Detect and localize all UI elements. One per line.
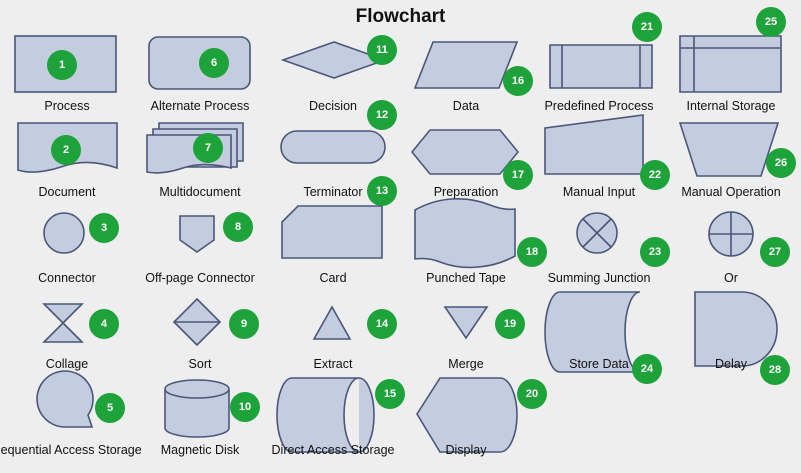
badge-8: 8 <box>223 212 253 242</box>
label-summing-junction: Summing Junction <box>547 271 651 285</box>
label-preparation: Preparation <box>433 185 499 199</box>
terminator-shape <box>280 130 386 164</box>
label-terminator: Terminator <box>303 185 363 199</box>
card-shape <box>281 205 383 259</box>
label-connector: Connector <box>38 271 96 285</box>
badge-4: 4 <box>89 309 119 339</box>
label-predefined-process: Predefined Process <box>544 99 654 113</box>
label-internal-storage: Internal Storage <box>686 99 776 113</box>
label-data: Data <box>452 99 480 113</box>
label-sequential-access-storage: Sequential Access Storage <box>0 443 142 457</box>
label-or: Or <box>724 271 738 285</box>
magnetic-disk-shape <box>164 379 230 438</box>
data-shape <box>413 41 519 89</box>
label-card: Card <box>319 271 347 285</box>
label-off-page-connector: Off-page Connector <box>145 271 255 285</box>
badge-28: 28 <box>760 355 790 385</box>
badge-15: 15 <box>375 379 405 409</box>
label-multidocument: Multidocument <box>159 185 241 199</box>
label-manual-operation: Manual Operation <box>681 185 781 199</box>
collage-shape <box>42 303 84 343</box>
badge-7: 7 <box>193 133 223 163</box>
delay-shape <box>694 291 778 367</box>
label-sort: Sort <box>188 357 212 371</box>
internal-storage-shape <box>679 35 782 93</box>
extract-shape <box>312 305 352 340</box>
badge-18: 18 <box>517 237 547 267</box>
badge-16: 16 <box>503 66 533 96</box>
manual-operation-shape <box>678 122 780 177</box>
badge-11: 11 <box>367 35 397 65</box>
label-delay: Delay <box>715 357 747 371</box>
punched-tape-shape <box>414 197 516 269</box>
badge-12: 12 <box>367 100 397 130</box>
badge-9: 9 <box>229 309 259 339</box>
badge-27: 27 <box>760 237 790 267</box>
badge-1: 1 <box>47 50 77 80</box>
badge-20: 20 <box>517 379 547 409</box>
label-collage: Collage <box>45 357 89 371</box>
off-page-connector-shape <box>179 215 215 253</box>
badge-22: 22 <box>640 160 670 190</box>
badge-14: 14 <box>367 309 397 339</box>
predefined-process-shape <box>549 44 653 89</box>
sequential-access-storage-shape <box>36 370 94 428</box>
badge-25: 25 <box>756 7 786 37</box>
diagram-title: Flowchart <box>355 6 446 27</box>
badge-2: 2 <box>51 135 81 165</box>
badge-26: 26 <box>766 148 796 178</box>
connector-shape <box>43 212 85 254</box>
badge-19: 19 <box>495 309 525 339</box>
badge-24: 24 <box>632 354 662 384</box>
manual-input-shape <box>544 114 644 175</box>
label-store-data: Store Data <box>569 357 629 371</box>
label-alternate-process: Alternate Process <box>150 99 250 113</box>
merge-shape <box>443 306 489 340</box>
label-decision: Decision <box>309 99 357 113</box>
label-punched-tape: Punched Tape <box>426 271 506 285</box>
label-merge: Merge <box>448 357 484 371</box>
summing-junction-shape <box>576 212 618 254</box>
label-document: Document <box>38 185 96 199</box>
label-extract: Extract <box>313 357 353 371</box>
badge-6: 6 <box>199 48 229 78</box>
badge-23: 23 <box>640 237 670 267</box>
label-process: Process <box>44 99 90 113</box>
badge-17: 17 <box>503 160 533 190</box>
display-shape <box>416 377 518 453</box>
badge-5: 5 <box>95 393 125 423</box>
badge-3: 3 <box>89 213 119 243</box>
label-display: Display <box>445 443 487 457</box>
badge-21: 21 <box>632 12 662 42</box>
badge-10: 10 <box>230 392 260 422</box>
or-shape <box>708 211 754 257</box>
label-direct-access-storage: Direct Access Storage <box>271 443 395 457</box>
label-magnetic-disk: Magnetic Disk <box>160 443 240 457</box>
sort-shape <box>172 297 222 347</box>
preparation-shape <box>410 129 520 175</box>
label-manual-input: Manual Input <box>562 185 636 199</box>
badge-13: 13 <box>367 176 397 206</box>
direct-access-storage-shape <box>276 377 375 453</box>
